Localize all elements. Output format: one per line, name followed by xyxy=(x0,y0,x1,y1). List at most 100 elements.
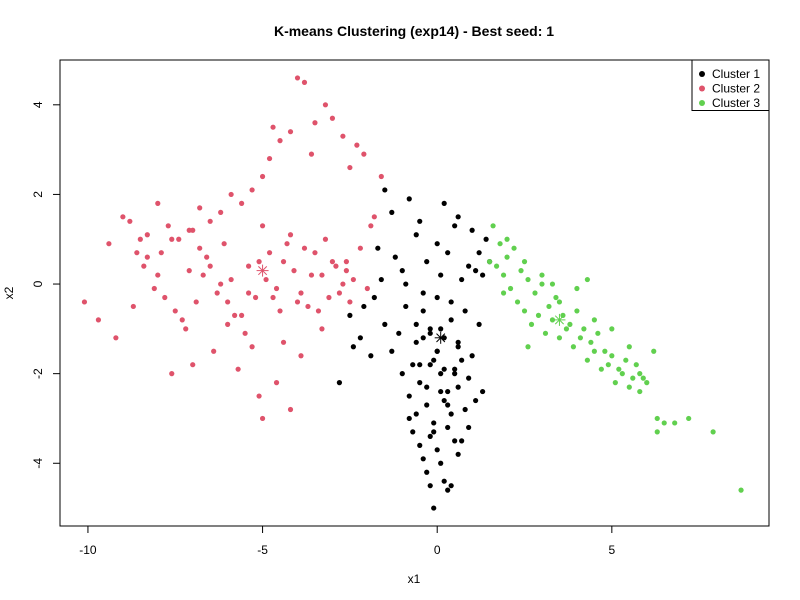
cluster-1-point xyxy=(382,187,388,193)
cluster-1-point xyxy=(455,214,461,220)
cluster-1-point xyxy=(399,268,405,274)
cluster-2-point xyxy=(333,263,339,269)
cluster-1-point xyxy=(420,308,426,314)
cluster-1-point xyxy=(431,357,437,363)
cluster-2-point xyxy=(259,173,266,180)
cluster-3-point xyxy=(640,375,646,381)
cluster-3-point xyxy=(595,330,601,336)
cluster-1-point xyxy=(413,321,419,327)
cluster-2-point xyxy=(364,285,370,292)
x-tick-label: 0 xyxy=(434,543,441,557)
cluster-2-centroid xyxy=(256,264,269,277)
cluster-2-point xyxy=(130,303,136,310)
cluster-2-point xyxy=(294,299,301,305)
cluster-1-point xyxy=(424,384,430,390)
cluster-2-point xyxy=(106,241,112,247)
cluster-1-point xyxy=(368,353,374,359)
cluster-1-point xyxy=(347,312,353,318)
cluster-2-point xyxy=(249,187,255,193)
cluster-3-centroid xyxy=(553,313,566,326)
cluster-2-point xyxy=(277,308,283,314)
cluster-1-point xyxy=(431,420,437,426)
cluster-1-point xyxy=(420,335,426,341)
cluster-1-point xyxy=(441,478,447,484)
cluster-2-point xyxy=(347,164,353,171)
cluster-2-point xyxy=(298,353,304,359)
chart-title: K-means Clustering (exp14) - Best seed: … xyxy=(274,23,554,39)
cluster-3-point xyxy=(504,236,510,242)
cluster-1-point xyxy=(410,362,416,368)
cluster-1-point xyxy=(476,321,482,327)
cluster-3-point xyxy=(539,281,545,287)
cluster-3-point xyxy=(588,339,594,345)
cluster-1-point xyxy=(441,397,447,404)
x-axis: -10 -5 0 5 xyxy=(79,525,615,557)
cluster-1-point xyxy=(424,469,430,475)
cluster-3-point xyxy=(560,312,566,318)
cluster-2-point xyxy=(218,281,224,287)
cluster-1-point xyxy=(375,245,381,251)
cluster-3-point xyxy=(584,357,590,363)
cluster-1-point xyxy=(406,196,412,202)
cluster-2-point xyxy=(155,272,161,278)
cluster-1-point xyxy=(427,330,433,336)
cluster-3-point xyxy=(539,272,545,278)
cluster-1-point xyxy=(434,348,440,354)
cluster-3-point xyxy=(549,317,556,323)
legend-marker xyxy=(699,85,705,92)
cluster-1-point xyxy=(382,321,388,327)
cluster-2-point xyxy=(287,129,294,135)
cluster-3-point xyxy=(637,371,643,377)
cluster-3-point xyxy=(591,348,597,354)
cluster-2-point xyxy=(343,268,349,274)
cluster-1-point xyxy=(431,505,437,511)
cluster-2-point xyxy=(368,223,374,229)
cluster-1-point xyxy=(452,438,458,444)
cluster-2-point xyxy=(315,308,322,314)
x-tick-label: 5 xyxy=(608,543,615,557)
cluster-2-point xyxy=(169,371,175,377)
cluster-1-point xyxy=(448,411,454,417)
cluster-2-point xyxy=(200,272,206,278)
y-tick-label: 0 xyxy=(31,280,45,287)
cluster-2-point xyxy=(134,250,140,256)
cluster-1-point xyxy=(424,259,430,265)
cluster-3-point xyxy=(486,259,493,265)
cluster-1-point xyxy=(403,281,409,287)
cluster-1-point xyxy=(473,397,479,404)
cluster-2-point xyxy=(232,312,238,318)
cluster-2-point xyxy=(242,330,248,336)
cluster-3-point xyxy=(738,487,744,493)
y-tick-label: -4 xyxy=(31,458,45,469)
cluster-2-point xyxy=(169,236,175,242)
cluster-3-point xyxy=(556,335,563,341)
cluster-2-point xyxy=(273,380,280,386)
cluster-1-point xyxy=(389,348,395,354)
cluster-2-point xyxy=(81,299,88,305)
cluster-1-point xyxy=(459,276,465,283)
cluster-1-point xyxy=(427,483,433,489)
cluster-3-point xyxy=(490,223,496,229)
cluster-1-point xyxy=(466,424,472,431)
cluster-1-point xyxy=(452,223,458,229)
cluster-3-point xyxy=(637,388,643,395)
cluster-2-point xyxy=(322,102,329,108)
y-tick-label: -2 xyxy=(31,368,45,379)
cluster-3-point xyxy=(497,241,503,247)
cluster-1-point xyxy=(438,460,444,466)
cluster-3-point xyxy=(626,344,632,350)
cluster-2-point xyxy=(197,205,203,211)
cluster-2-point xyxy=(357,245,363,251)
cluster-3-point xyxy=(521,308,528,314)
cluster-2-point xyxy=(246,290,252,296)
cluster-3-point xyxy=(518,268,524,274)
cluster-2-point xyxy=(228,276,234,283)
cluster-1-point xyxy=(448,299,454,305)
cluster-3-point xyxy=(563,326,570,332)
legend-label: Cluster 2 xyxy=(712,82,760,96)
cluster-1-point xyxy=(448,483,454,489)
cluster-2-point xyxy=(354,142,360,148)
cluster-3-point xyxy=(616,366,622,372)
cluster-3-point xyxy=(619,371,625,377)
cluster-3-point xyxy=(556,299,563,305)
